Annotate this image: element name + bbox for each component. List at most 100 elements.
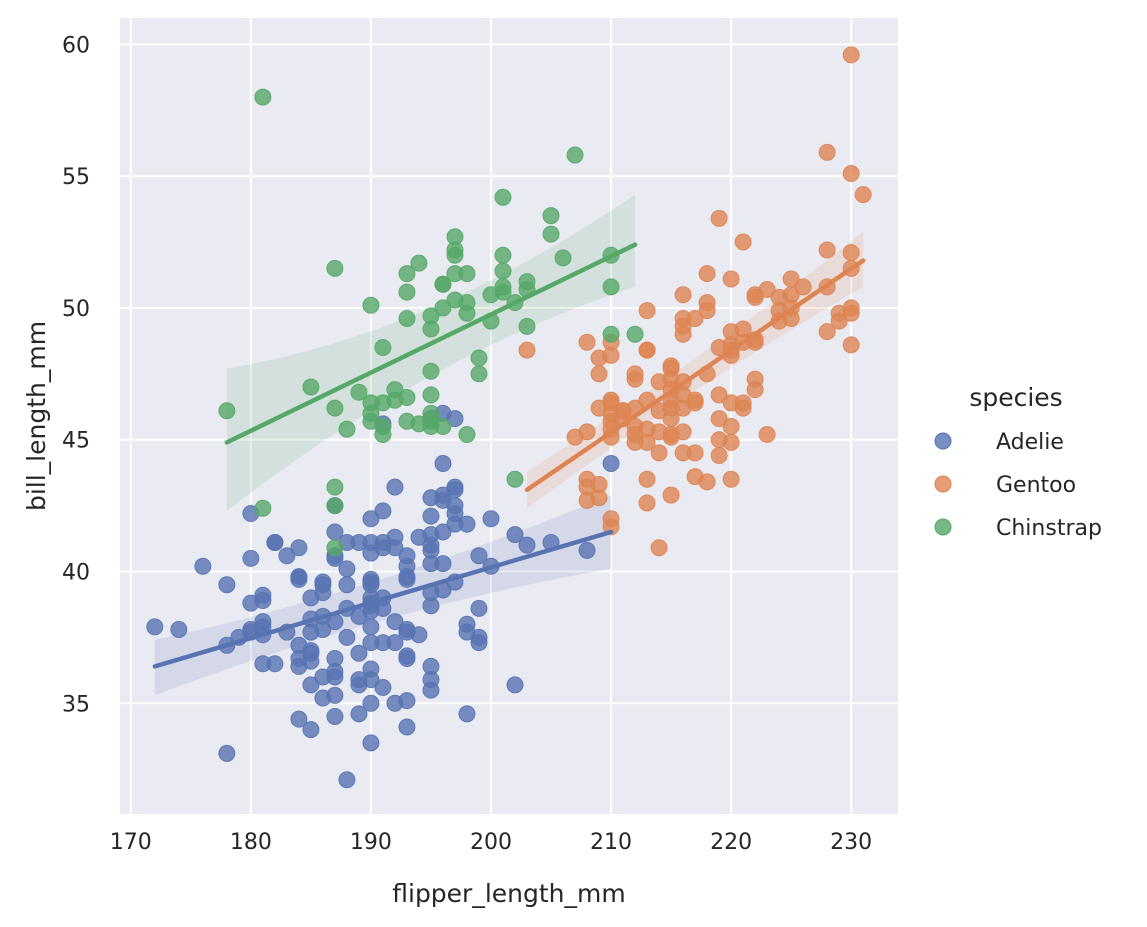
point-gentoo xyxy=(698,473,716,491)
point-gentoo xyxy=(638,433,656,451)
point-chinstrap xyxy=(494,262,512,280)
legend-label-gentoo: Gentoo xyxy=(996,473,1076,498)
point-gentoo xyxy=(578,333,596,351)
point-adelie xyxy=(290,539,308,557)
point-gentoo xyxy=(746,381,764,399)
point-adelie xyxy=(194,557,212,575)
point-gentoo xyxy=(722,418,740,436)
point-adelie xyxy=(506,526,524,544)
y-tick-label: 60 xyxy=(62,33,90,58)
point-adelie xyxy=(362,510,380,528)
x-tick-label: 200 xyxy=(470,830,512,855)
point-adelie xyxy=(254,592,272,610)
point-chinstrap xyxy=(326,478,344,496)
point-adelie xyxy=(350,705,368,723)
y-tick-label: 40 xyxy=(62,561,90,586)
x-axis-ticks: 170 180 190 200 210 220 230 xyxy=(110,830,872,855)
point-adelie xyxy=(458,515,476,533)
point-chinstrap xyxy=(494,188,512,206)
point-chinstrap xyxy=(338,420,356,438)
point-gentoo xyxy=(638,494,656,512)
point-gentoo xyxy=(710,447,728,465)
point-chinstrap xyxy=(350,383,368,401)
point-gentoo xyxy=(818,323,836,341)
point-chinstrap xyxy=(422,386,440,404)
point-chinstrap xyxy=(542,225,560,243)
point-chinstrap xyxy=(470,365,488,383)
point-adelie xyxy=(470,547,488,565)
point-chinstrap xyxy=(326,259,344,277)
point-gentoo xyxy=(830,312,848,330)
point-adelie xyxy=(470,634,488,652)
point-chinstrap xyxy=(254,499,272,517)
point-chinstrap xyxy=(398,283,416,301)
point-chinstrap xyxy=(326,399,344,417)
point-chinstrap xyxy=(326,497,344,515)
legend-items: Adelie Gentoo Chinstrap xyxy=(934,430,1102,541)
point-gentoo xyxy=(710,410,728,428)
point-adelie xyxy=(446,481,464,499)
point-chinstrap xyxy=(626,325,644,343)
point-adelie xyxy=(350,644,368,662)
point-chinstrap xyxy=(398,265,416,283)
point-gentoo xyxy=(818,241,836,259)
point-adelie xyxy=(422,597,440,615)
point-adelie xyxy=(338,628,356,646)
point-gentoo xyxy=(722,270,740,288)
point-adelie xyxy=(326,668,344,686)
point-adelie xyxy=(218,576,236,594)
point-chinstrap xyxy=(494,246,512,264)
point-adelie xyxy=(386,613,404,631)
point-gentoo xyxy=(686,309,704,327)
point-adelie xyxy=(338,576,356,594)
point-adelie xyxy=(398,718,416,736)
regression-lines xyxy=(152,242,866,669)
point-adelie xyxy=(302,676,320,694)
y-tick-label: 45 xyxy=(62,429,90,454)
point-chinstrap xyxy=(554,249,572,267)
point-adelie xyxy=(266,655,284,673)
point-chinstrap xyxy=(602,278,620,296)
point-gentoo xyxy=(602,518,620,536)
point-adelie xyxy=(398,649,416,667)
point-chinstrap xyxy=(458,425,476,443)
point-chinstrap xyxy=(398,309,416,327)
point-gentoo xyxy=(686,444,704,462)
point-chinstrap xyxy=(434,418,452,436)
point-gentoo xyxy=(614,402,632,420)
fit-line-adelie xyxy=(152,529,614,669)
point-gentoo xyxy=(698,265,716,283)
point-chinstrap xyxy=(422,320,440,338)
point-chinstrap xyxy=(494,283,512,301)
point-adelie xyxy=(578,541,596,559)
point-adelie xyxy=(506,676,524,694)
point-gentoo xyxy=(842,165,860,183)
point-chinstrap xyxy=(506,470,524,488)
point-adelie xyxy=(314,584,332,602)
point-adelie xyxy=(482,510,500,528)
data-points xyxy=(146,46,872,789)
point-adelie xyxy=(374,502,392,520)
point-gentoo xyxy=(590,489,608,507)
point-gentoo xyxy=(842,304,860,322)
point-gentoo xyxy=(626,370,644,388)
point-adelie xyxy=(422,681,440,699)
point-gentoo xyxy=(722,470,740,488)
legend-marker-adelie xyxy=(934,432,952,450)
point-gentoo xyxy=(854,186,872,204)
point-adelie xyxy=(386,539,404,557)
point-adelie xyxy=(386,634,404,652)
point-adelie xyxy=(362,671,380,689)
point-gentoo xyxy=(686,391,704,409)
point-adelie xyxy=(362,734,380,752)
point-adelie xyxy=(410,626,428,644)
point-adelie xyxy=(338,771,356,789)
point-adelie xyxy=(362,618,380,636)
legend-marker-gentoo xyxy=(934,475,952,493)
point-chinstrap xyxy=(542,207,560,225)
point-adelie xyxy=(602,454,620,472)
legend-marker-chinstrap xyxy=(934,518,952,536)
point-gentoo xyxy=(734,233,752,251)
point-gentoo xyxy=(662,486,680,504)
